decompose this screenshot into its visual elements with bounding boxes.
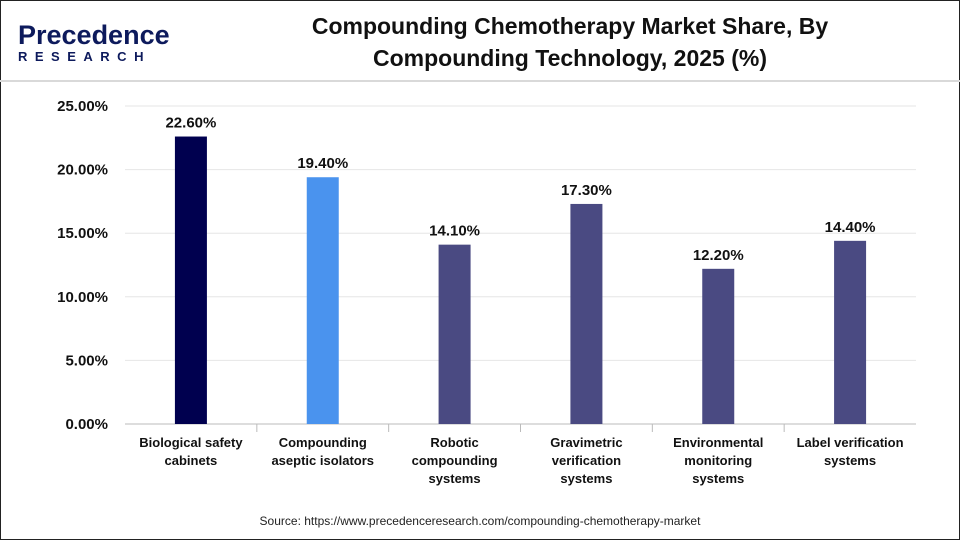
x-tick-label: monitoring: [684, 453, 752, 468]
title-line-2: Compounding Technology, 2025 (%): [373, 45, 767, 71]
header-divider: [0, 80, 960, 82]
bar: [570, 203, 603, 424]
x-tick-label: compounding: [412, 453, 498, 468]
y-tick-label: 15.00%: [57, 225, 108, 242]
x-tick-label: systems: [824, 453, 876, 468]
logo: Precedence RESEARCH: [18, 20, 170, 65]
x-tick-label: Environmental: [673, 435, 763, 450]
source-text: Source: https://www.precedenceresearch.c…: [259, 514, 701, 528]
y-tick-label: 20.00%: [57, 162, 108, 179]
data-label: 22.60%: [165, 115, 216, 132]
x-tick-label: Biological safety: [139, 435, 243, 450]
y-tick-label: 0.00%: [65, 416, 108, 433]
data-label: 17.30%: [561, 182, 612, 199]
x-tick-label: Robotic: [430, 435, 478, 450]
data-label: 19.40%: [297, 155, 348, 172]
data-label: 14.40%: [825, 219, 876, 236]
data-label: 12.20%: [693, 247, 744, 264]
x-tick-label: cabinets: [165, 453, 218, 468]
x-tick-label: systems: [692, 471, 744, 486]
x-tick-label: Gravimetric: [550, 435, 622, 450]
bar: [438, 244, 471, 424]
bar: [174, 136, 207, 424]
y-tick-label: 5.00%: [65, 352, 108, 369]
title-line-1: Compounding Chemotherapy Market Share, B…: [311, 13, 829, 39]
bar: [702, 268, 735, 424]
y-tick-label: 25.00%: [57, 98, 108, 115]
y-tick-label: 10.00%: [57, 289, 108, 306]
chart-title: Compounding Chemotherapy Market Share, B…: [240, 10, 900, 74]
x-tick-label: Label verification: [797, 435, 904, 450]
x-tick-label: systems: [560, 471, 612, 486]
bar: [306, 177, 339, 424]
logo-text: Precedence: [18, 20, 170, 50]
x-tick-label: Compounding: [279, 435, 367, 450]
x-tick-label: verification: [552, 453, 621, 468]
data-label: 14.10%: [429, 223, 480, 240]
x-tick-label: systems: [429, 471, 481, 486]
logo-subtext: RESEARCH: [18, 49, 151, 64]
x-tick-label: aseptic isolators: [271, 453, 374, 468]
bar: [834, 240, 867, 424]
